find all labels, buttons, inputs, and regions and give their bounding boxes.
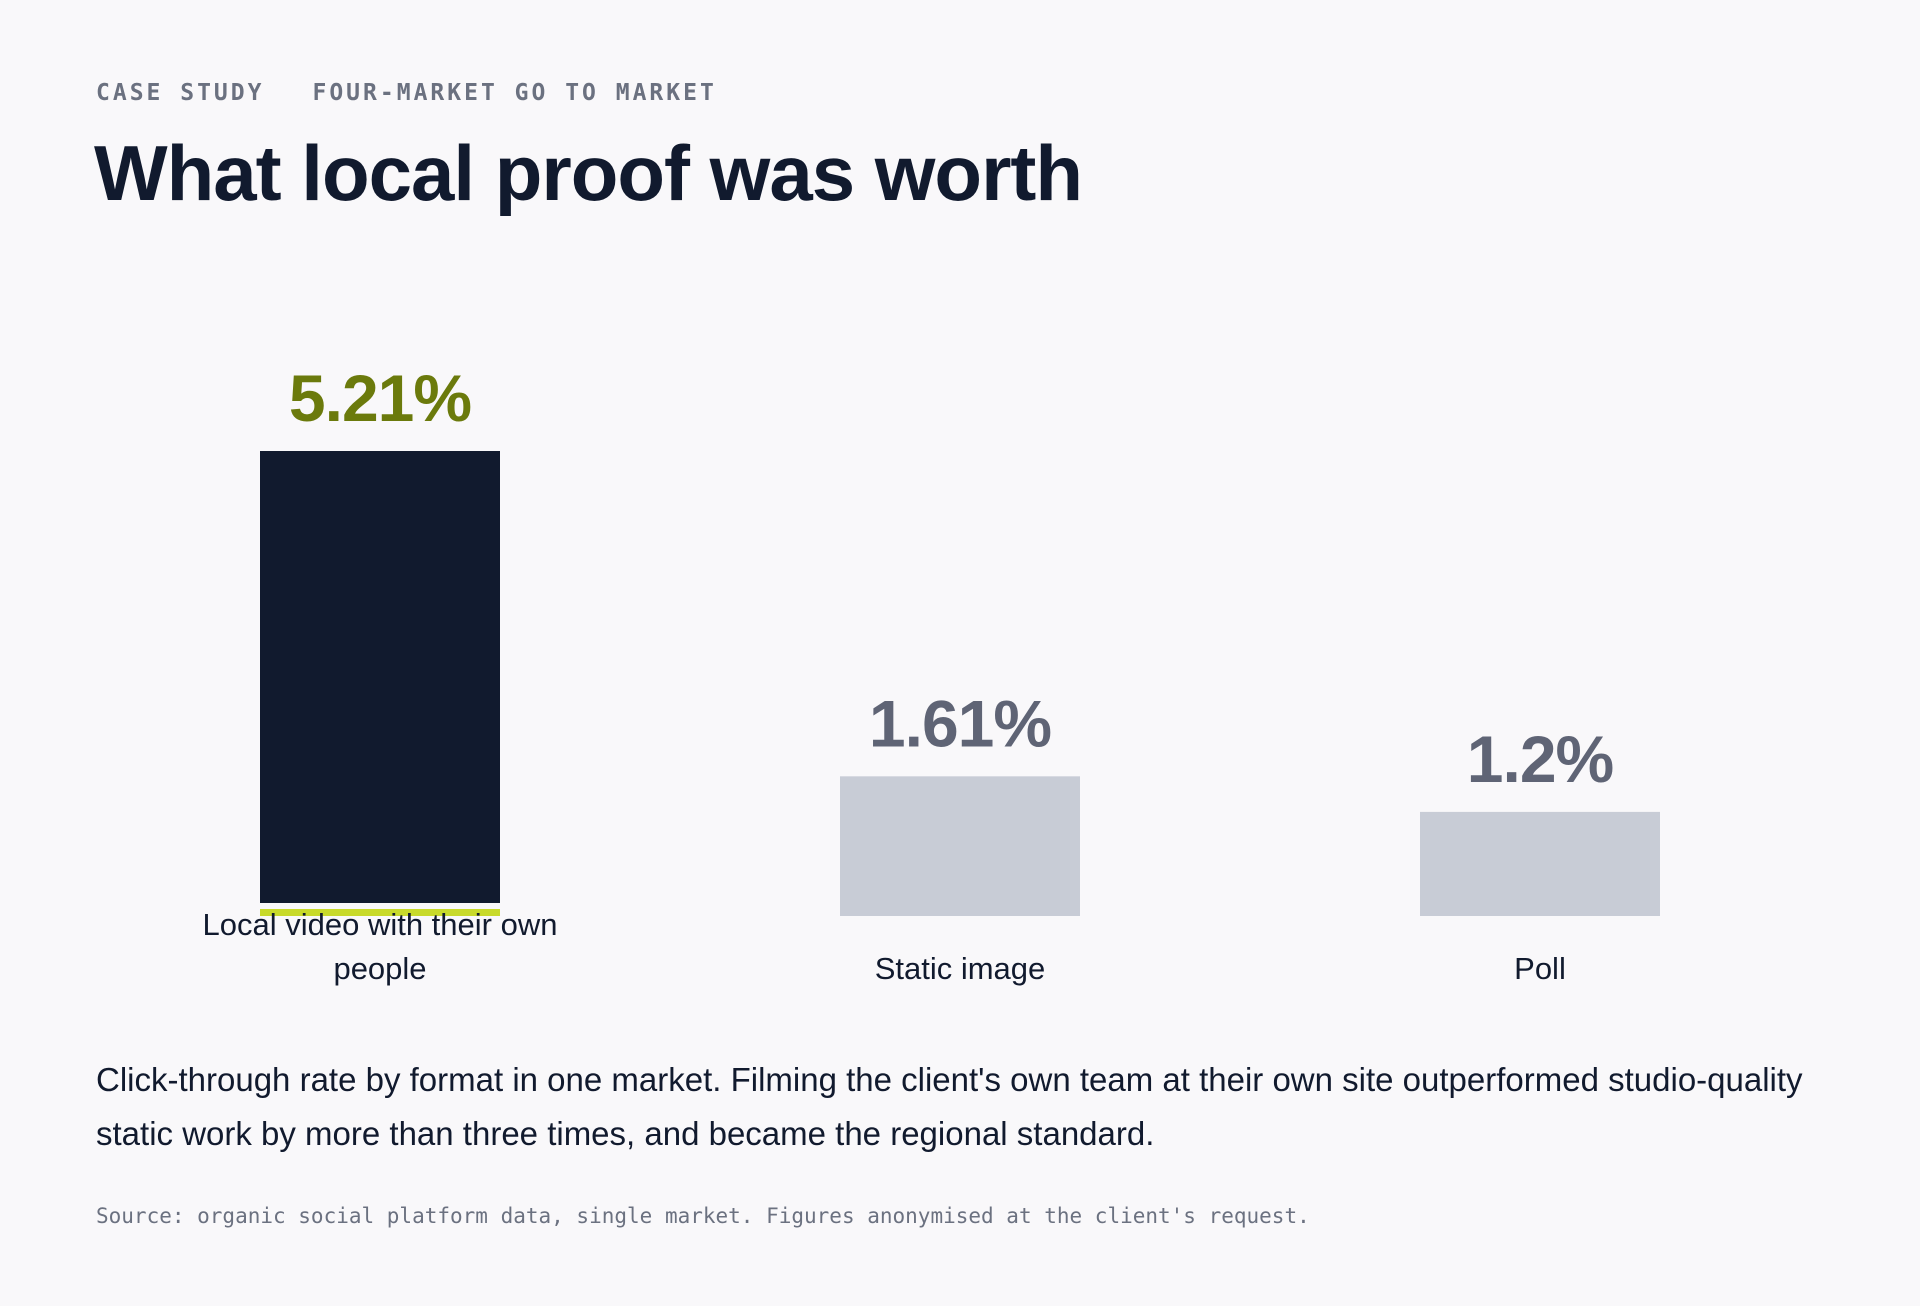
category-label-0-line-1: people [333,951,426,986]
bar-1 [840,776,1080,916]
bar-2 [1420,811,1660,916]
data-label-0: 5.21% [289,361,471,435]
source-note: Source: organic social platform data, si… [96,1204,1310,1228]
eyebrow-category: CASE STUDY [96,80,265,106]
bar-0 [260,451,500,903]
category-label-0-line-0: Local video with their own [203,907,558,942]
data-label-1: 1.61% [869,686,1051,760]
eyebrow: CASE STUDY FOUR-MARKET GO TO MARKET [96,80,717,106]
chart-caption: Click-through rate by format in one mark… [96,1061,1803,1152]
bar-chart: 5.21% Local video with their own people 1.6… [203,361,1660,986]
page-title: What local proof was worth [94,129,1083,217]
data-label-2: 1.2% [1467,722,1613,796]
eyebrow-project: FOUR-MARKET GO TO MARKET [312,80,717,106]
category-label-1: Static image [875,951,1046,986]
category-label-2: Poll [1514,951,1566,986]
bar-highlight-underline [260,909,500,916]
